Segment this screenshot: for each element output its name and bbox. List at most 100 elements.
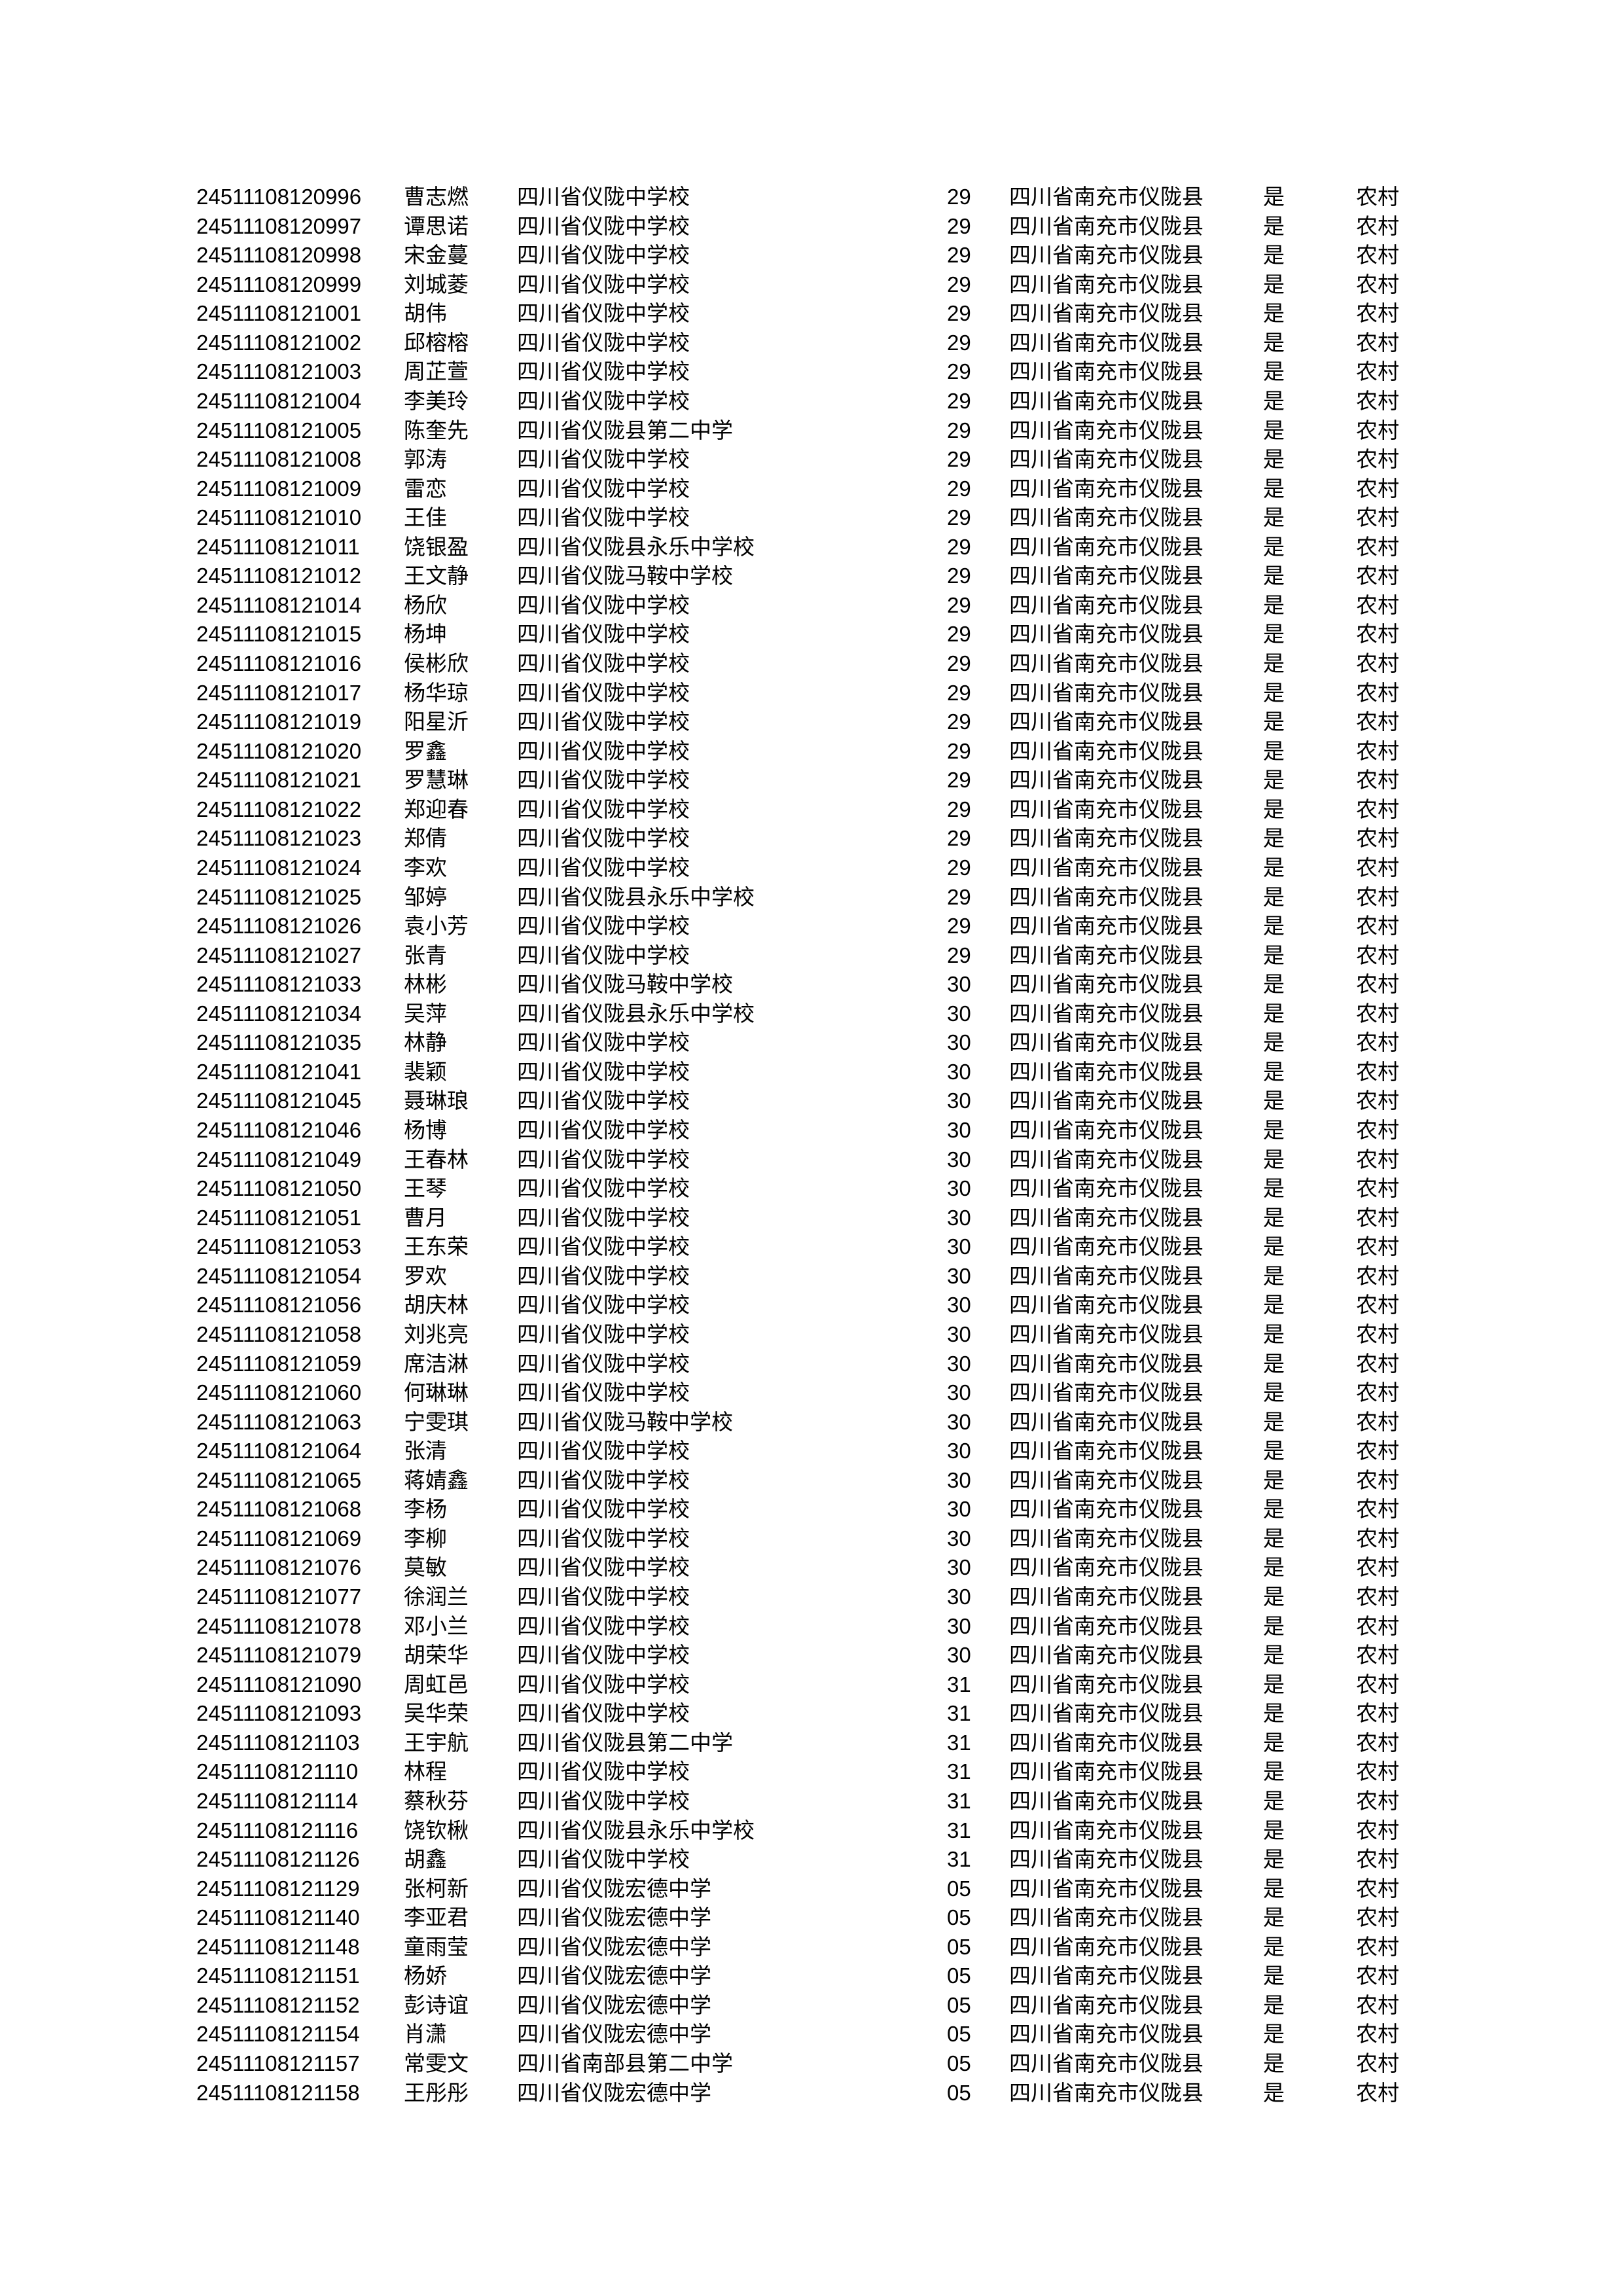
flag-cell: 是 [1263,1585,1285,1609]
school-cell: 四川省仪陇中学校 [517,1234,690,1259]
area-cell: 农村 [1356,359,1399,384]
exam-id-cell: 24511108121020 [196,738,362,763]
school-cell: 四川省仪陇县永乐中学校 [517,884,755,909]
exam-id-cell: 24511108121045 [196,1088,362,1113]
code-cell: 30 [947,1059,971,1084]
school-cell: 四川省仪陇中学校 [517,942,690,967]
name-cell: 刘兆亮 [404,1321,469,1346]
area-cell: 农村 [1356,1293,1399,1318]
table-row: 24511108120999 刘城菱 四川省仪陇中学校 29 四川省南充市仪陇县… [0,270,1623,300]
exam-id-cell: 24511108121093 [196,1701,362,1726]
name-cell: 王宇航 [404,1730,469,1755]
code-cell: 30 [947,1263,971,1288]
table-row: 24511108121001 胡伟 四川省仪陇中学校 29 四川省南充市仪陇县 … [0,299,1623,329]
school-cell: 四川省仪陇中学校 [517,592,690,617]
flag-cell: 是 [1263,797,1285,821]
exam-id-cell: 24511108121009 [196,476,362,501]
area-cell: 农村 [1356,2051,1399,2075]
code-cell: 29 [947,680,971,705]
flag-cell: 是 [1263,1964,1285,1988]
table-row: 24511108121004 李美玲 四川省仪陇中学校 29 四川省南充市仪陇县… [0,387,1623,416]
school-cell: 四川省仪陇中学校 [517,1030,690,1055]
area-cell: 农村 [1356,1351,1399,1376]
code-cell: 29 [947,738,971,763]
county-cell: 四川省南充市仪陇县 [1009,855,1204,880]
name-cell: 彭诗谊 [404,1992,469,2017]
county-cell: 四川省南充市仪陇县 [1009,1380,1204,1405]
area-cell: 农村 [1356,1467,1399,1492]
table-row: 24511108121151 杨娇 四川省仪陇宏德中学 05 四川省南充市仪陇县… [0,1962,1623,1991]
code-cell: 29 [947,534,971,559]
code-cell: 29 [947,185,971,209]
name-cell: 饶银盈 [404,534,469,559]
flag-cell: 是 [1263,1643,1285,1668]
table-row: 24511108121140 李亚君 四川省仪陇宏德中学 05 四川省南充市仪陇… [0,1903,1623,1933]
name-cell: 杨坤 [404,622,447,647]
exam-id-cell: 24511108121034 [196,1001,362,1026]
school-cell: 四川省仪陇中学校 [517,1672,690,1696]
flag-cell: 是 [1263,359,1285,384]
school-cell: 四川省仪陇中学校 [517,213,690,238]
name-cell: 李杨 [404,1497,447,1522]
county-cell: 四川省南充市仪陇县 [1009,1526,1204,1551]
table-row: 24511108121157 常雯文 四川省南部县第二中学 05 四川省南充市仪… [0,2049,1623,2079]
name-cell: 杨华琼 [404,680,469,705]
name-cell: 李亚君 [404,1905,469,1930]
exam-id-cell: 24511108121022 [196,797,362,821]
area-cell: 农村 [1356,2080,1399,2105]
flag-cell: 是 [1263,272,1285,296]
school-cell: 四川省仪陇中学校 [517,1497,690,1522]
area-cell: 农村 [1356,1964,1399,1988]
exam-id-cell: 24511108121012 [196,564,362,588]
school-cell: 四川省仪陇宏德中学 [517,2022,711,2047]
county-cell: 四川省南充市仪陇县 [1009,213,1204,238]
school-cell: 四川省仪陇中学校 [517,738,690,763]
exam-id-cell: 24511108121110 [196,1759,359,1784]
exam-id-cell: 24511108121014 [196,592,362,617]
area-cell: 农村 [1356,272,1399,296]
table-row: 24511108121027 张青 四川省仪陇中学校 29 四川省南充市仪陇县 … [0,941,1623,971]
county-cell: 四川省南充市仪陇县 [1009,1701,1204,1726]
area-cell: 农村 [1356,592,1399,617]
name-cell: 蒋婧鑫 [404,1467,469,1492]
name-cell: 饶钦楸 [404,1818,469,1842]
county-cell: 四川省南充市仪陇县 [1009,1613,1204,1638]
flag-cell: 是 [1263,1876,1285,1901]
name-cell: 张清 [404,1439,447,1463]
exam-id-cell: 24511108121002 [196,330,362,355]
area-cell: 农村 [1356,768,1399,793]
flag-cell: 是 [1263,1613,1285,1638]
flag-cell: 是 [1263,1672,1285,1696]
area-cell: 农村 [1356,1672,1399,1696]
flag-cell: 是 [1263,1293,1285,1318]
table-row: 24511108121017 杨华琼 四川省仪陇中学校 29 四川省南充市仪陇县… [0,679,1623,708]
area-cell: 农村 [1356,476,1399,501]
school-cell: 四川省仪陇马鞍中学校 [517,564,733,588]
exam-id-cell: 24511108121011 [196,534,360,559]
exam-id-cell: 24511108121103 [196,1730,360,1755]
flag-cell: 是 [1263,330,1285,355]
table-row: 24511108121069 李柳 四川省仪陇中学校 30 四川省南充市仪陇县 … [0,1524,1623,1554]
table-row: 24511108121033 林彬 四川省仪陇马鞍中学校 30 四川省南充市仪陇… [0,970,1623,999]
exam-id-cell: 24511108121152 [196,1992,360,2017]
county-cell: 四川省南充市仪陇县 [1009,914,1204,939]
exam-id-cell: 24511108120996 [196,185,362,209]
school-cell: 四川省仪陇中学校 [517,622,690,647]
exam-id-cell: 24511108121053 [196,1234,362,1259]
flag-cell: 是 [1263,1818,1285,1842]
county-cell: 四川省南充市仪陇县 [1009,447,1204,472]
school-cell: 四川省仪陇宏德中学 [517,1905,711,1930]
table-row: 24511108121063 宁雯琪 四川省仪陇马鞍中学校 30 四川省南充市仪… [0,1408,1623,1437]
area-cell: 农村 [1356,243,1399,268]
code-cell: 29 [947,914,971,939]
area-cell: 农村 [1356,738,1399,763]
school-cell: 四川省仪陇中学校 [517,914,690,939]
exam-id-cell: 24511108121058 [196,1321,362,1346]
school-cell: 四川省仪陇宏德中学 [517,1964,711,1988]
area-cell: 农村 [1356,1701,1399,1726]
county-cell: 四川省南充市仪陇县 [1009,1234,1204,1259]
county-cell: 四川省南充市仪陇县 [1009,272,1204,296]
table-row: 24511108121152 彭诗谊 四川省仪陇宏德中学 05 四川省南充市仪陇… [0,1991,1623,2020]
code-cell: 30 [947,1555,971,1580]
flag-cell: 是 [1263,1847,1285,1872]
